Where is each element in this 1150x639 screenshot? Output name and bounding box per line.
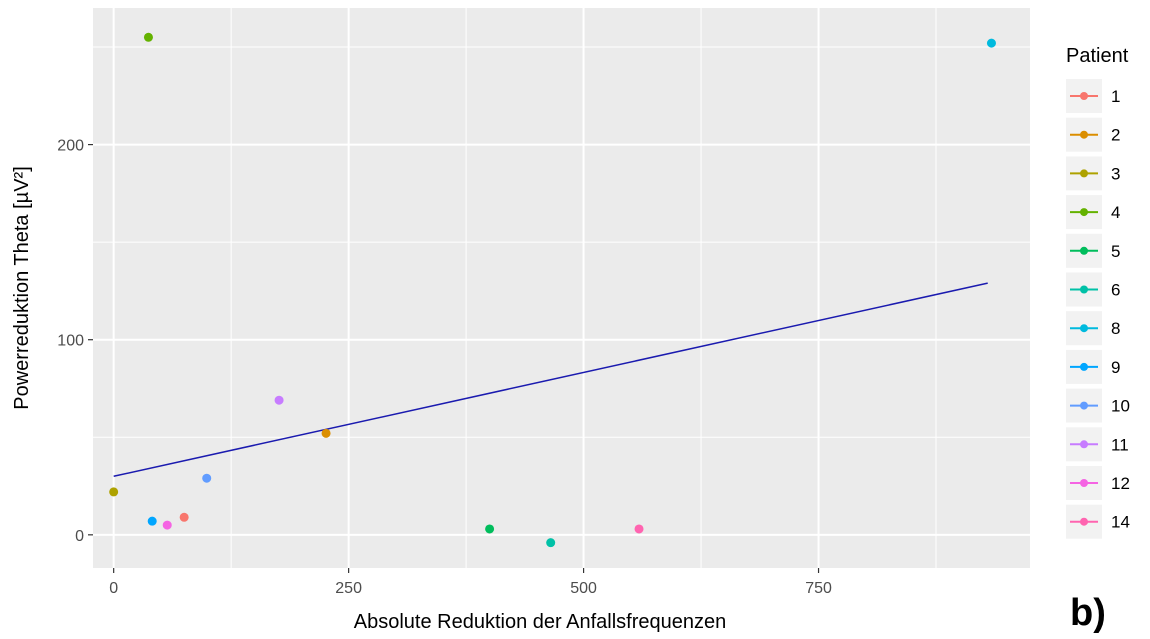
legend-label-patient-3: 3 [1111,164,1120,183]
legend-key-point [1080,401,1088,410]
y-tick-label: 0 [75,528,84,545]
legend-label-patient-14: 14 [1111,513,1130,532]
x-axis-title: Absolute Reduktion der Anfallsfrequenzen [354,611,726,633]
legend-key-point [1080,130,1088,139]
legend-key-point [1080,362,1088,371]
regression-layer [113,282,988,478]
plot-panel [93,8,1030,568]
legend-title: Patient [1066,45,1129,67]
grid-lines [93,8,1030,568]
data-point-patient-10 [202,473,212,483]
legend-label-patient-6: 6 [1111,281,1120,300]
legend-key-point [1080,92,1088,100]
data-point-patient-4 [143,32,153,42]
data-points [109,32,996,548]
legend-label-patient-1: 1 [1111,87,1120,106]
data-point-patient-8 [986,38,996,48]
x-tick-label: 0 [109,580,118,597]
data-point-patient-12 [162,520,172,530]
data-point-patient-9 [147,516,157,526]
regression-line [113,282,988,478]
legend-key-point [1080,517,1088,526]
data-point-patient-2 [321,428,331,438]
legend-key-point [1080,246,1088,255]
data-point-patient-11 [274,395,284,405]
data-point-patient-3 [109,487,119,497]
legend-label-patient-9: 9 [1111,358,1120,377]
legend-key-point [1080,324,1088,333]
legend-label-patient-11: 11 [1111,435,1129,454]
data-point-patient-5 [485,524,495,534]
x-axis-ticks: 0 250 500 750 [109,568,832,597]
data-point-patient-6 [546,538,556,548]
legend-key-point [1080,208,1088,217]
y-tick-label: 200 [57,138,84,155]
y-axis-title: Powerreduktion Theta [µV²] [11,166,33,410]
x-tick-label: 250 [335,580,362,597]
panel-label: b) [1070,592,1106,634]
legend-label-patient-10: 10 [1111,397,1130,416]
legend-label-patient-8: 8 [1111,319,1120,338]
y-tick-label: 100 [57,333,84,350]
legend-label-patient-2: 2 [1111,126,1120,145]
legend-key-point [1080,169,1088,178]
x-tick-label: 750 [805,580,832,597]
legend-label-patient-5: 5 [1111,242,1120,261]
legend-key-point [1080,440,1088,449]
legend-key-point [1080,479,1088,487]
legend-label-patient-4: 4 [1111,203,1120,222]
legend-label-patient-12: 12 [1111,474,1130,493]
data-point-patient-14 [634,524,644,534]
data-point-patient-1 [179,512,189,522]
legend-key-point [1080,285,1088,294]
x-tick-label: 500 [570,580,597,597]
y-axis-ticks: 0 100 200 [57,138,93,545]
